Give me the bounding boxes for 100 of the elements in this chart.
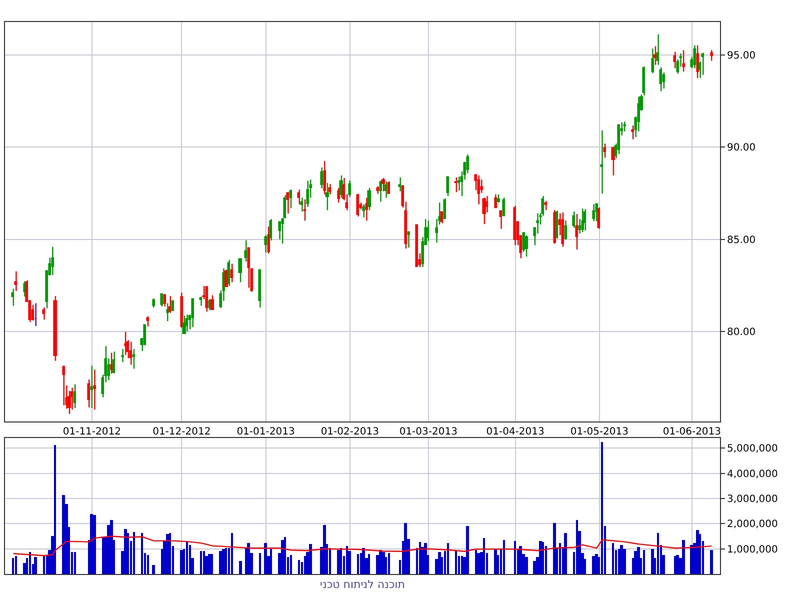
x-tick-label: 01-02-2013	[320, 426, 379, 438]
bar	[455, 551, 457, 574]
bar	[270, 549, 272, 574]
bar	[203, 551, 205, 574]
bar	[304, 556, 306, 574]
bar	[525, 557, 528, 574]
bar	[340, 548, 342, 574]
bar	[323, 525, 326, 574]
bar	[337, 550, 340, 574]
bar	[102, 537, 104, 574]
bar	[533, 561, 536, 574]
bar	[461, 556, 463, 574]
bar	[211, 554, 213, 574]
bar	[290, 555, 292, 574]
bar	[553, 523, 556, 574]
bar	[466, 526, 469, 574]
bar	[447, 543, 449, 574]
bar	[247, 543, 250, 574]
line-series	[12, 536, 712, 556]
bar	[309, 544, 312, 574]
bar	[576, 520, 578, 574]
bar	[54, 445, 56, 574]
bar	[682, 540, 685, 574]
bar	[43, 556, 45, 574]
bar	[494, 549, 497, 574]
bar	[15, 556, 17, 574]
bar	[186, 542, 188, 574]
bar	[264, 543, 267, 574]
y-tick-label: 80.00	[727, 326, 756, 338]
bar	[225, 548, 227, 574]
bar	[281, 540, 284, 574]
x-tick-label: 01-05-2013	[570, 426, 628, 438]
bar	[545, 546, 547, 574]
bar	[539, 541, 542, 574]
bar	[189, 545, 191, 574]
bar	[90, 514, 93, 574]
bar	[612, 543, 614, 574]
bar	[110, 520, 113, 574]
bar	[368, 554, 370, 574]
bar	[219, 551, 222, 574]
y-tick-label: 85.00	[727, 234, 756, 246]
text: תוכנה לניתוח טכני	[320, 578, 405, 591]
bar	[12, 558, 14, 574]
y-tick-label: 5,000,000	[727, 444, 778, 455]
y-tick-label: 4,000,000	[727, 468, 778, 480]
bar	[62, 495, 65, 574]
x-tick-label: 01-01-2013	[236, 426, 295, 438]
bar	[475, 550, 477, 574]
bar	[147, 555, 149, 574]
bar	[618, 549, 620, 574]
bar	[74, 552, 76, 574]
bar	[419, 542, 421, 574]
bar	[424, 543, 427, 574]
bar	[141, 533, 143, 574]
y-tick-label: 90.00	[727, 142, 756, 154]
bar	[298, 560, 300, 574]
x-tick-label: 01-11-2012	[62, 426, 121, 438]
bar	[404, 523, 407, 574]
bar	[503, 540, 505, 574]
bar	[180, 550, 183, 574]
bar	[696, 530, 699, 574]
bar	[674, 556, 676, 574]
candlestick	[171, 300, 174, 311]
bar	[259, 553, 261, 574]
bar	[690, 545, 693, 574]
bar	[284, 537, 286, 574]
bar	[699, 534, 701, 574]
bar	[514, 541, 516, 574]
bar	[559, 543, 561, 574]
bar	[643, 550, 645, 574]
bar	[623, 549, 626, 574]
bar	[169, 533, 171, 574]
bar	[438, 552, 441, 574]
bar	[634, 551, 637, 574]
bar	[637, 547, 640, 574]
bar	[34, 557, 37, 574]
bar	[357, 554, 359, 574]
x-tick-label: 01-12-2012	[152, 426, 211, 438]
x-tick-label: 01-04-2013	[486, 426, 544, 438]
bar	[362, 548, 365, 574]
bar	[93, 515, 96, 574]
bar	[601, 442, 603, 574]
bar	[239, 561, 242, 574]
bar	[152, 565, 155, 574]
bar	[329, 548, 331, 574]
y-tick-label: 2,000,000	[727, 519, 778, 530]
bar	[651, 549, 654, 574]
bar	[200, 551, 202, 574]
bar	[710, 550, 713, 574]
y-tick-label: 95.00	[727, 50, 756, 62]
bar	[657, 533, 659, 574]
bar	[29, 552, 31, 574]
bar	[382, 552, 385, 574]
bar	[564, 533, 567, 574]
y-tick-label: 3,000,000	[727, 494, 778, 506]
bar	[124, 529, 127, 574]
x-tick-label: 01-06-2013	[662, 426, 722, 438]
bar	[231, 533, 233, 574]
bar	[483, 538, 485, 574]
bar	[133, 532, 135, 574]
